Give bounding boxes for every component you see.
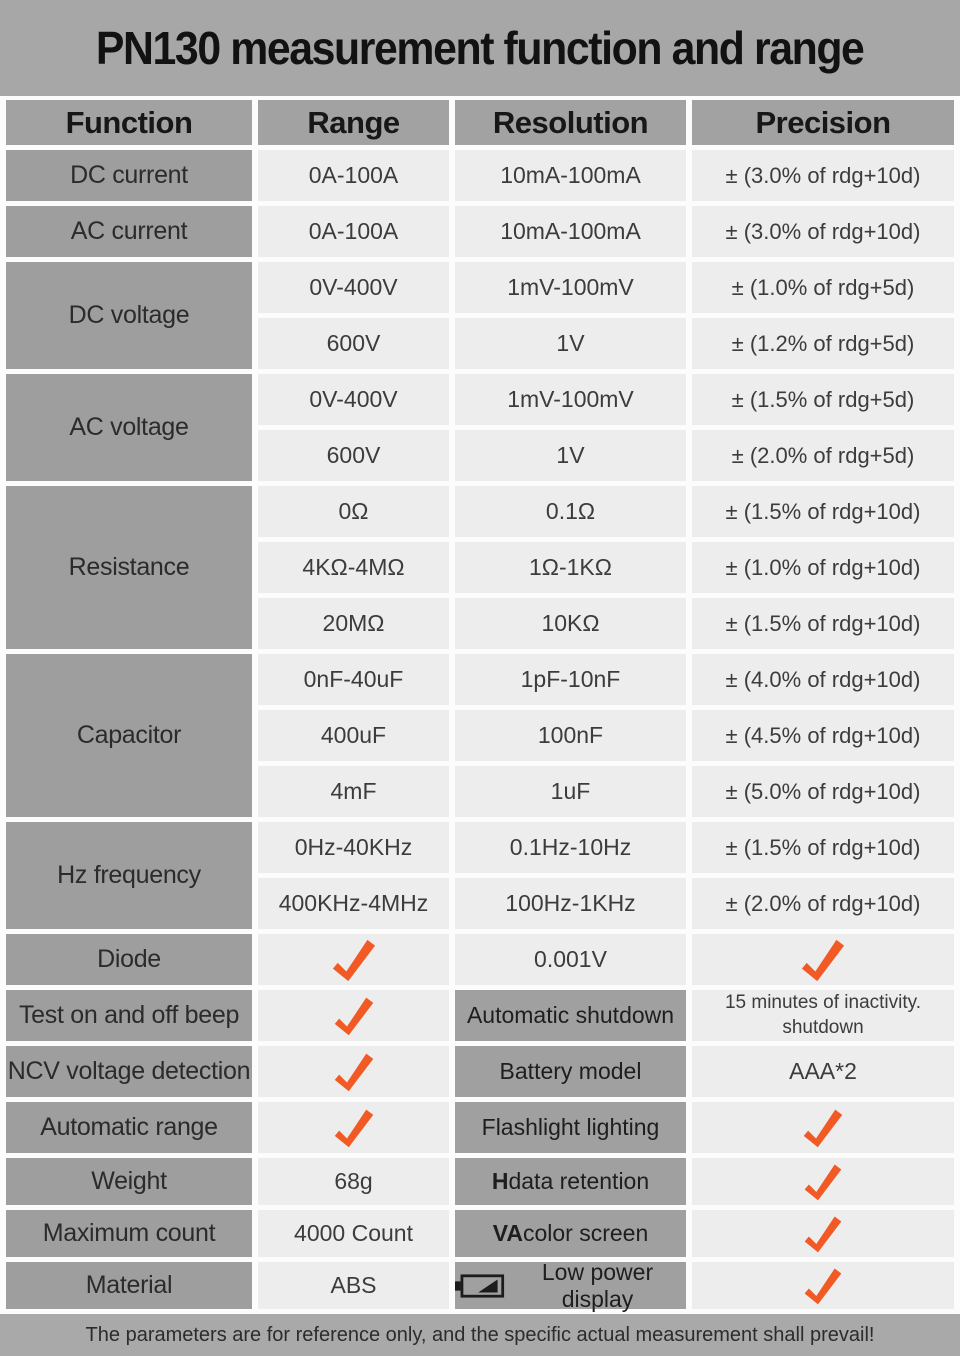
function-cell-dc-voltage: DC voltage [6, 262, 252, 369]
range-cell: 0nF-40uF [258, 654, 449, 705]
title-band: PN130 measurement function and range [0, 0, 960, 96]
check-icon [692, 1102, 954, 1153]
range-cell: 600V [258, 318, 449, 369]
resolution-cell: 1mV-100mV [455, 262, 686, 313]
feature-value-shutdown-time: 15 minutes of inactivity. shutdown [692, 990, 954, 1041]
precision-cell: ± (1.0% of rdg+5d) [692, 262, 954, 313]
precision-cell: ± (2.0% of rdg+10d) [692, 878, 954, 929]
feature-value-weight: 68g [258, 1158, 449, 1205]
check-icon [258, 1046, 449, 1097]
function-cell-automatic-range: Automatic range [6, 1102, 252, 1153]
feature-value-material: ABS [258, 1262, 449, 1309]
precision-cell: ± (5.0% of rdg+10d) [692, 766, 954, 817]
precision-cell: ± (1.5% of rdg+10d) [692, 598, 954, 649]
resolution-cell: 0.1Hz-10Hz [455, 822, 686, 873]
range-cell: 20MΩ [258, 598, 449, 649]
range-cell: 400uF [258, 710, 449, 761]
function-cell-material: Material [6, 1262, 252, 1309]
resolution-cell: 1mV-100mV [455, 374, 686, 425]
resolution-cell: 0.001V [455, 934, 686, 985]
check-icon [692, 934, 954, 985]
footer-band: The parameters are for reference only, a… [0, 1314, 960, 1356]
header-function: Function [6, 100, 252, 145]
range-cell: 600V [258, 430, 449, 481]
feature-label-color-screen: VA color screen [455, 1210, 686, 1257]
resolution-cell: 100nF [455, 710, 686, 761]
function-cell-ac-voltage: AC voltage [6, 374, 252, 481]
precision-cell: ± (3.0% of rdg+10d) [692, 150, 954, 201]
spec-table: Function Range Resolution Precision DC c… [0, 100, 960, 1312]
precision-cell: ± (3.0% of rdg+10d) [692, 206, 954, 257]
range-cell: 0A-100A [258, 206, 449, 257]
precision-cell: ± (2.0% of rdg+5d) [692, 430, 954, 481]
check-icon [258, 934, 449, 985]
range-cell: 4mF [258, 766, 449, 817]
check-icon [258, 1102, 449, 1153]
footer-note: The parameters are for reference only, a… [85, 1323, 875, 1346]
precision-cell: ± (4.5% of rdg+10d) [692, 710, 954, 761]
resolution-cell: 1V [455, 430, 686, 481]
range-cell: 4KΩ-4MΩ [258, 542, 449, 593]
header-range: Range [258, 100, 449, 145]
feature-value-battery-model: AAA*2 [692, 1046, 954, 1097]
resolution-cell: 1pF-10nF [455, 654, 686, 705]
page-title: PN130 measurement function and range [96, 22, 865, 74]
range-cell: 0V-400V [258, 374, 449, 425]
check-icon [692, 1210, 954, 1257]
feature-label-automatic-shutdown: Automatic shutdown [455, 990, 686, 1041]
header-resolution: Resolution [455, 100, 686, 145]
precision-cell: ± (1.5% of rdg+10d) [692, 486, 954, 537]
resolution-cell: 10mA-100mA [455, 206, 686, 257]
precision-cell: ± (1.0% of rdg+10d) [692, 542, 954, 593]
battery-low-icon [455, 1273, 505, 1299]
precision-cell: ± (1.5% of rdg+5d) [692, 374, 954, 425]
resolution-cell: 1uF [455, 766, 686, 817]
feature-value-count: 4000 Count [258, 1210, 449, 1257]
feature-label-data-retention: H data retention [455, 1158, 686, 1205]
function-cell-hz-frequency: Hz frequency [6, 822, 252, 929]
function-cell-test-beep: Test on and off beep [6, 990, 252, 1041]
function-cell-ac-current: AC current [6, 206, 252, 257]
check-icon [692, 1158, 954, 1205]
range-cell: 400KHz-4MHz [258, 878, 449, 929]
check-icon [692, 1262, 954, 1309]
check-icon [258, 990, 449, 1041]
feature-label-flashlight: Flashlight lighting [455, 1102, 686, 1153]
function-cell-resistance: Resistance [6, 486, 252, 649]
precision-cell: ± (1.5% of rdg+10d) [692, 822, 954, 873]
precision-cell: ± (4.0% of rdg+10d) [692, 654, 954, 705]
range-cell: 0V-400V [258, 262, 449, 313]
resolution-cell: 100Hz-1KHz [455, 878, 686, 929]
range-cell: 0A-100A [258, 150, 449, 201]
resolution-cell: 1Ω-1KΩ [455, 542, 686, 593]
feature-label-battery-model: Battery model [455, 1046, 686, 1097]
resolution-cell: 10mA-100mA [455, 150, 686, 201]
resolution-cell: 0.1Ω [455, 486, 686, 537]
function-cell-capacitor: Capacitor [6, 654, 252, 817]
feature-label-low-power-display: Low power display [455, 1259, 686, 1312]
function-cell-weight: Weight [6, 1158, 252, 1205]
function-cell-diode: Diode [6, 934, 252, 985]
function-cell-maximum-count: Maximum count [6, 1210, 252, 1257]
header-precision: Precision [692, 100, 954, 145]
range-cell: 0Hz-40KHz [258, 822, 449, 873]
function-cell-dc-current: DC current [6, 150, 252, 201]
range-cell: 0Ω [258, 486, 449, 537]
resolution-cell: 10KΩ [455, 598, 686, 649]
function-cell-ncv: NCV voltage detection [6, 1046, 252, 1097]
resolution-cell: 1V [455, 318, 686, 369]
precision-cell: ± (1.2% of rdg+5d) [692, 318, 954, 369]
